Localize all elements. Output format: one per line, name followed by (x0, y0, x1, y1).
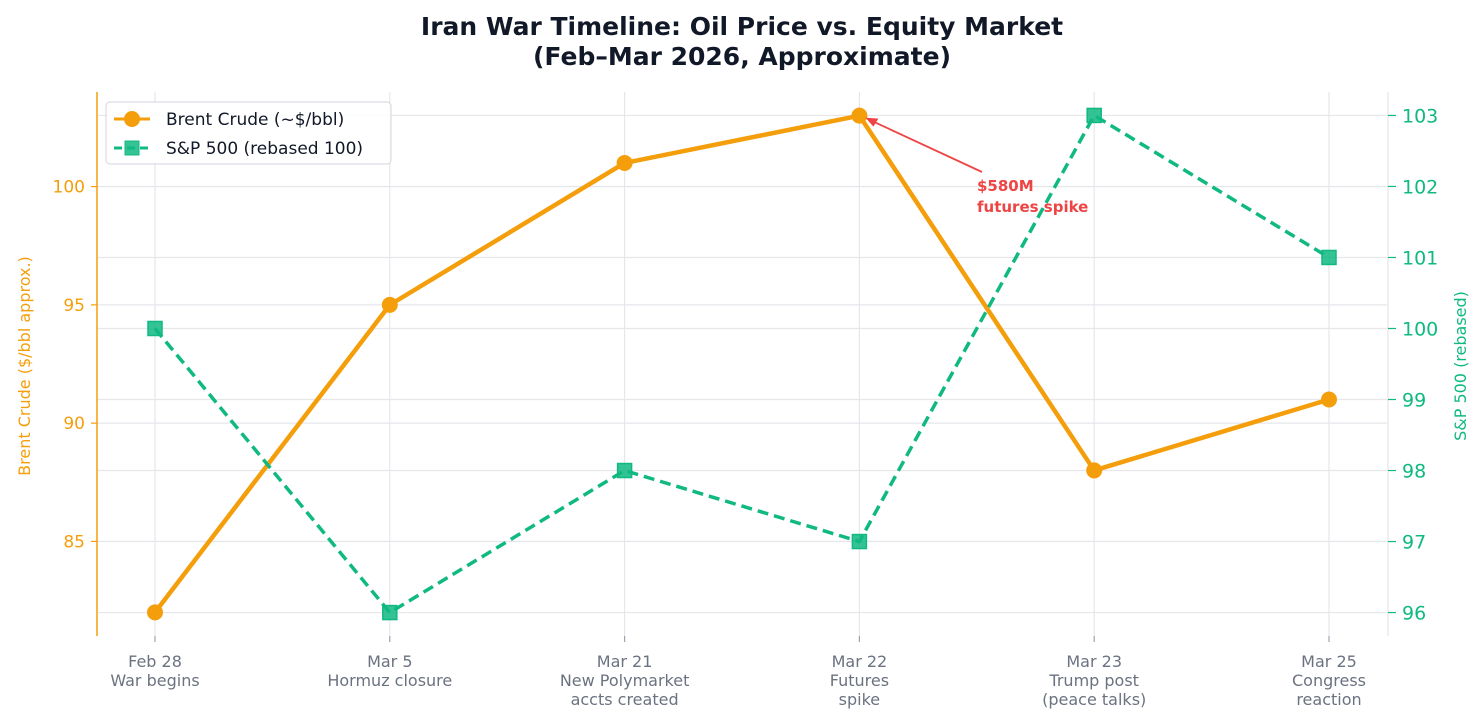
x-tick-label-line: Futures (830, 671, 889, 690)
x-tick-label-line: Congress (1292, 671, 1366, 690)
y-right-tick-label: 101 (1402, 247, 1438, 269)
x-tick-label: Mar 22 Futures spike (830, 652, 889, 709)
data-point-sp500 (616, 462, 633, 479)
x-tick-label: Mar 21 New Polymarket accts created (560, 652, 690, 709)
data-point-brent (1086, 462, 1103, 479)
x-tick-label-line: Mar 25 (1301, 652, 1357, 671)
x-tick-label: Mar 5 Hormuz closure (327, 652, 452, 690)
y-right-tick-label: 103 (1402, 105, 1438, 127)
y-axis-left-label: Brent Crude ($/bbl approx.) (15, 256, 34, 476)
legend-marker-brent (124, 111, 140, 127)
chart-title-line-2: (Feb–Mar 2026, Approximate) (533, 42, 951, 71)
data-point-sp500 (382, 604, 398, 621)
y-right-tick-label: 102 (1402, 176, 1438, 198)
series-layer (147, 107, 1337, 621)
data-point-brent (851, 107, 868, 124)
x-tick-label-line: Mar 5 (367, 652, 412, 671)
legend-box (105, 101, 392, 165)
legend-marker-sp500 (124, 140, 140, 156)
grid (97, 92, 1388, 636)
annotation: $580M futures spike (865, 117, 1088, 216)
series-line-brent (152, 113, 1332, 615)
annotation-arrow (871, 119, 983, 173)
y-right-tick-label: 99 (1402, 390, 1426, 412)
x-tick-label-line: spike (839, 690, 880, 709)
x-tick-label-line: New Polymarket (560, 671, 690, 690)
data-point-sp500 (851, 533, 868, 550)
chart-title-line-1: Iran War Timeline: Oil Price vs. Equity … (421, 12, 1063, 41)
data-point-brent (1321, 391, 1337, 408)
data-point-brent (616, 154, 633, 171)
y-left-tick-label: 95 (63, 296, 85, 316)
x-tick-label-line: Mar 21 (597, 652, 653, 671)
x-tick-label-line: (peace talks) (1042, 690, 1146, 709)
x-tick-label-line: reaction (1296, 690, 1361, 709)
series-line-sp500 (153, 113, 1330, 615)
annotation-text-line: futures spike (977, 198, 1088, 216)
x-tick-label-line: Mar 22 (832, 652, 888, 671)
x-tick-label-line: Feb 28 (128, 652, 182, 671)
y-right-tick-label: 97 (1402, 532, 1426, 554)
x-tick-label: Feb 28 War begins (110, 652, 199, 690)
legend: Brent Crude (~$/bbl) S&P 500 (rebased 10… (105, 101, 392, 165)
y-left-tick-label: 85 (63, 532, 85, 552)
y-left-tick-label: 90 (63, 414, 85, 434)
x-tick-label: Mar 25 Congress reaction (1292, 652, 1366, 709)
data-point-brent (147, 604, 163, 621)
x-tick-label-line: accts created (571, 690, 679, 709)
y-left-tick-label: 100 (53, 178, 85, 198)
data-point-sp500 (1086, 107, 1102, 124)
annotation-text-line: $580M (977, 177, 1034, 195)
data-point-sp500 (147, 320, 163, 337)
y-axis-right-label: S&P 500 (rebased) (1451, 291, 1470, 441)
annotation-text: $580M futures spike (977, 177, 1088, 216)
legend-label-brent: Brent Crude (~$/bbl) (166, 110, 344, 130)
y-right-tick-label: 100 (1402, 318, 1438, 340)
data-point-brent (381, 296, 398, 313)
axes: 85 90 95 100 96 97 98 99 100 101 102 103 Feb 28 War b… (53, 92, 1438, 709)
y-right-tick-label: 98 (1402, 461, 1426, 483)
data-point-sp500 (1321, 249, 1337, 266)
x-tick-label-line: Trump post (1048, 671, 1139, 690)
x-tick-label-line: Mar 23 (1066, 652, 1122, 671)
y-right-tick-label: 96 (1402, 603, 1426, 625)
legend-label-sp500: S&P 500 (rebased 100) (166, 139, 363, 159)
annotation-arrowhead (865, 117, 879, 127)
x-tick-label-line: Hormuz closure (327, 671, 452, 690)
x-tick-label: Mar 23 Trump post (peace talks) (1042, 652, 1146, 709)
x-tick-label-line: War begins (110, 671, 199, 690)
